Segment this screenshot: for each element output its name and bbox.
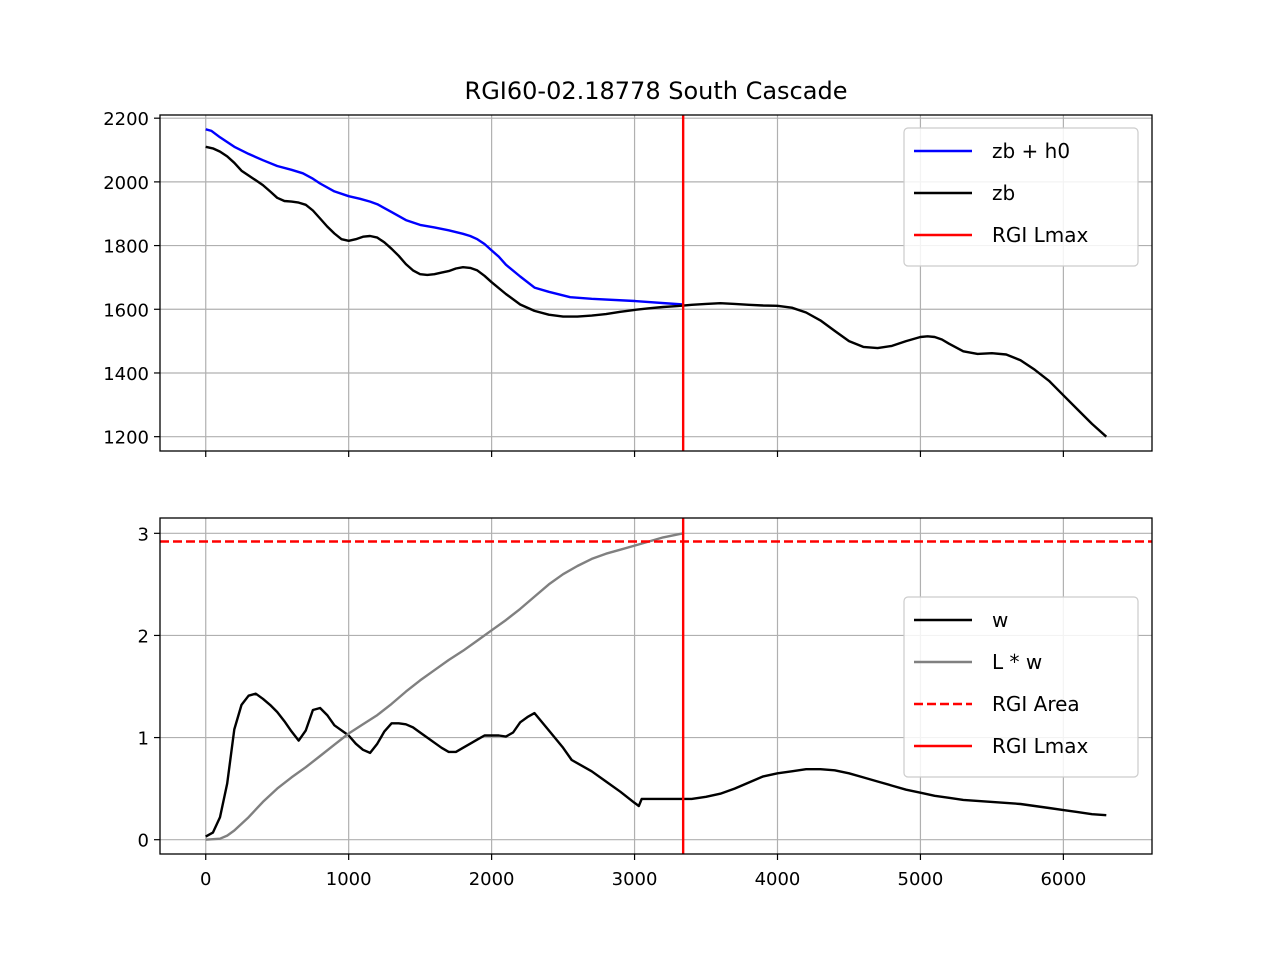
top-y-tick-label: 2000 [103, 173, 149, 194]
top-series-1-line [205, 145, 1108, 438]
top-axes-frame [159, 114, 1153, 452]
bottom-y-tick-label: 3 [138, 524, 149, 545]
bottom-x-tick-label: 3000 [612, 869, 658, 890]
top-legend-label: zb [992, 181, 1015, 205]
top-y-tick-label: 1200 [103, 428, 149, 449]
bottom-y-tick-label: 2 [138, 626, 149, 647]
top-legend-box [903, 127, 1139, 267]
top-y-tick-label: 2200 [103, 109, 149, 130]
bottom-x-tick-label: 2000 [469, 869, 515, 890]
bottom-x-tick-label: 6000 [1040, 869, 1086, 890]
bottom-y-tick-label: 0 [138, 831, 149, 852]
top-legend-label: RGI Lmax [992, 223, 1089, 247]
bottom-x-tick-label: 4000 [755, 869, 801, 890]
bottom-legend: w L * w RGI Area RGI Lmax [903, 596, 1139, 778]
top-y-tick-label: 1600 [103, 300, 149, 321]
top-legend: zb + h0 zb RGI Lmax [903, 127, 1139, 267]
top-legend-label: zb + h0 [992, 139, 1070, 163]
bottom-legend-label: RGI Lmax [992, 734, 1089, 758]
bottom-axes-frame [159, 517, 1153, 855]
bottom-x-tick-label: 0 [200, 869, 211, 890]
bottom-y-tick-label: 1 [138, 729, 149, 750]
bottom-series-0-line [205, 692, 1107, 838]
bottom-legend-label: w [992, 608, 1008, 632]
bottom-legend-box [903, 596, 1139, 778]
width-panel: 0 1000 2000 3000 4000 5000 6000 0 1 2 3 w L * w RGI A… [138, 517, 1153, 890]
top-series-0-line [205, 128, 684, 306]
bottom-series-1-line [205, 532, 684, 841]
bottom-legend-label: RGI Area [992, 692, 1080, 716]
top-y-tick-label: 1800 [103, 237, 149, 258]
bottom-x-tick-label: 5000 [898, 869, 944, 890]
bottom-legend-label: L * w [992, 650, 1042, 674]
elevation-panel: 1200 1400 1600 1800 2000 2200 zb + h0 zb RGI Lma… [103, 109, 1153, 457]
chart-title: RGI60-02.18778 South Cascade [465, 77, 848, 105]
top-y-tick-label: 1400 [103, 364, 149, 385]
bottom-x-tick-label: 1000 [326, 869, 372, 890]
